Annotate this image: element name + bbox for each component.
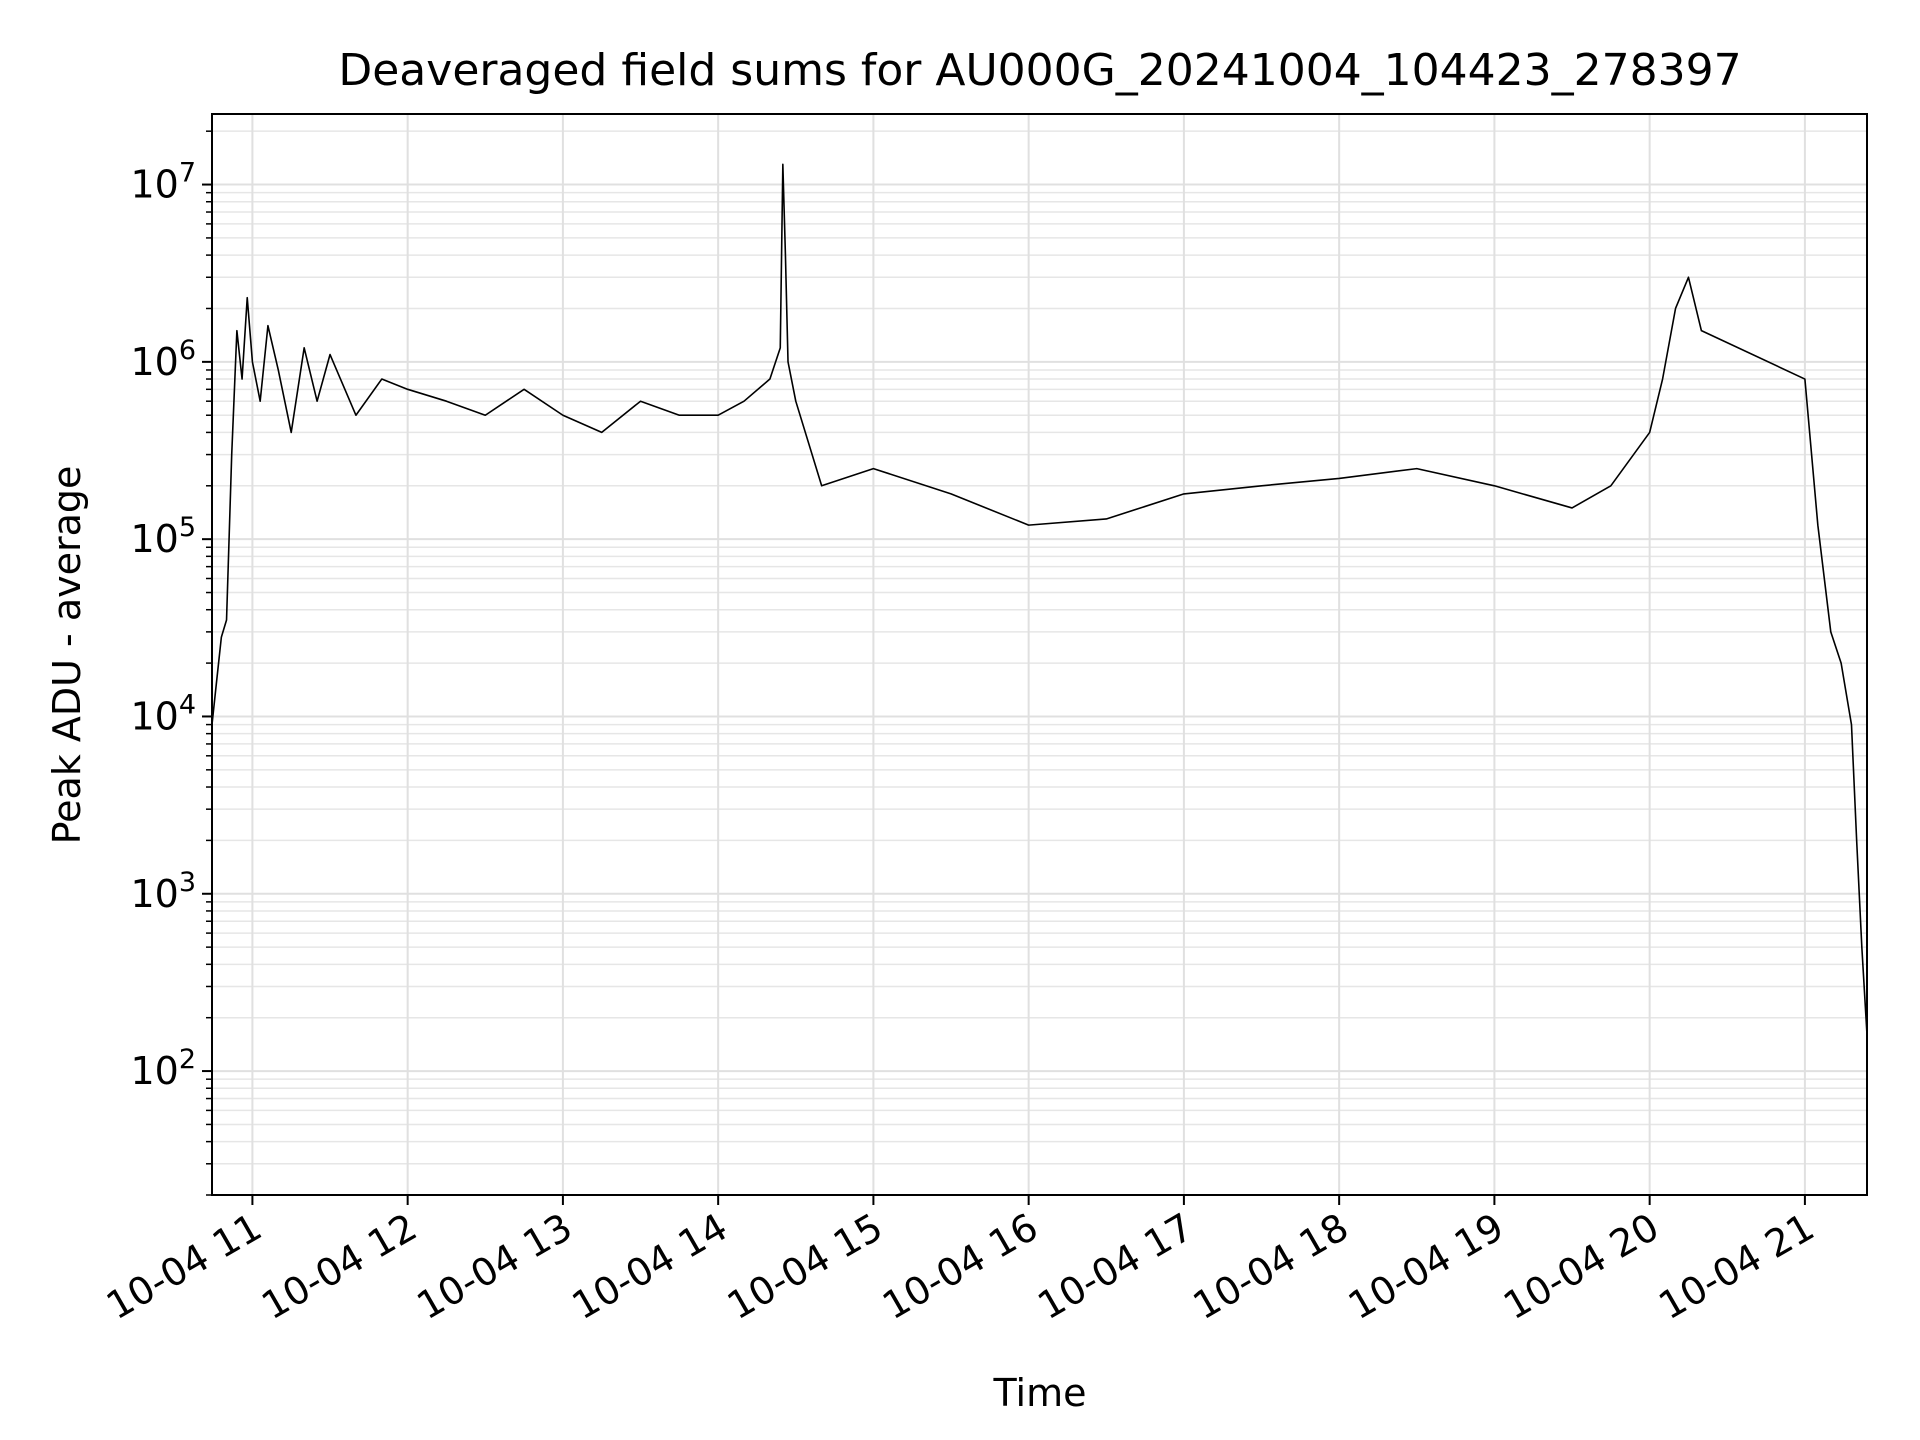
grid (212, 114, 1867, 1196)
chart-title: Deaveraged field sums for AU000G_2024100… (338, 45, 1741, 96)
y-tick-label: 103 (130, 867, 196, 916)
series-line (211, 163, 1868, 1035)
y-tick-label: 106 (130, 335, 196, 384)
plot-area (211, 113, 1868, 1196)
y-tick-label: 102 (130, 1044, 196, 1093)
x-axis-label: Time (993, 1371, 1087, 1415)
y-tick-label: 105 (130, 512, 196, 561)
y-ticks: 102 103 104 105 106 107 (130, 130, 212, 1196)
series (211, 163, 1868, 1035)
y-tick-label: 104 (130, 689, 196, 738)
y-tick-label: 107 (130, 158, 196, 207)
y-axis-label: Peak ADU - average (45, 466, 89, 845)
